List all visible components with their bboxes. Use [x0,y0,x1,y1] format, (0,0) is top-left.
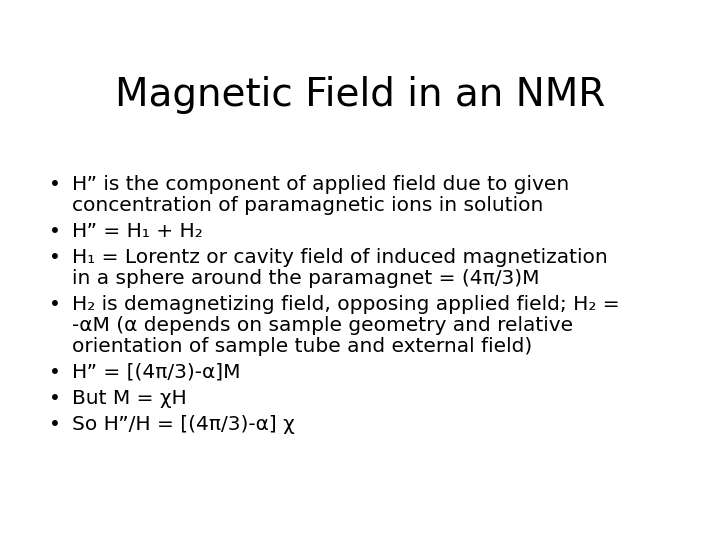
Text: H₁ = Lorentz or cavity field of induced magnetization: H₁ = Lorentz or cavity field of induced … [72,248,608,267]
Text: But M = χH: But M = χH [72,389,186,408]
Text: •: • [49,415,61,434]
Text: concentration of paramagnetic ions in solution: concentration of paramagnetic ions in so… [72,196,544,215]
Text: H” = H₁ + H₂: H” = H₁ + H₂ [72,222,203,241]
Text: So H”/H = [(4π/3)-α] χ: So H”/H = [(4π/3)-α] χ [72,415,294,434]
Text: •: • [49,363,61,382]
Text: -αM (α depends on sample geometry and relative: -αM (α depends on sample geometry and re… [72,316,573,335]
Text: •: • [49,295,61,314]
Text: •: • [49,175,61,194]
Text: •: • [49,248,61,267]
Text: Magnetic Field in an NMR: Magnetic Field in an NMR [115,76,605,114]
Text: H” is the component of applied field due to given: H” is the component of applied field due… [72,175,570,194]
Text: •: • [49,222,61,241]
Text: in a sphere around the paramagnet = (4π/3)M: in a sphere around the paramagnet = (4π/… [72,269,539,288]
Text: H₂ is demagnetizing field, opposing applied field; H₂ =: H₂ is demagnetizing field, opposing appl… [72,295,620,314]
Text: orientation of sample tube and external field): orientation of sample tube and external … [72,337,532,356]
Text: •: • [49,389,61,408]
Text: H” = [(4π/3)-α]M: H” = [(4π/3)-α]M [72,363,240,382]
